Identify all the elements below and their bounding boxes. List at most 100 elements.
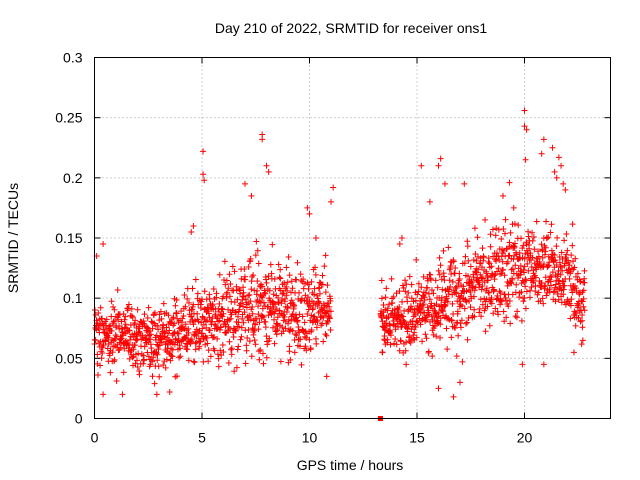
data-point xyxy=(277,275,284,282)
data-point xyxy=(435,267,442,274)
data-point xyxy=(274,314,281,321)
data-point xyxy=(129,354,136,361)
data-point xyxy=(518,235,525,242)
data-point xyxy=(308,278,315,285)
data-point xyxy=(436,271,443,278)
data-point xyxy=(305,281,312,288)
data-point xyxy=(255,303,262,310)
data-point xyxy=(163,356,170,363)
data-point xyxy=(234,346,241,353)
data-point xyxy=(435,309,442,316)
data-point xyxy=(284,287,291,294)
data-point xyxy=(479,301,486,308)
data-point xyxy=(254,287,261,294)
data-point xyxy=(464,243,471,250)
data-point xyxy=(488,263,495,270)
data-point xyxy=(529,254,536,261)
data-point xyxy=(479,275,486,282)
data-point xyxy=(165,330,172,337)
data-point xyxy=(581,267,588,274)
data-point xyxy=(418,284,425,291)
data-point xyxy=(555,296,562,303)
data-point xyxy=(141,311,148,318)
data-point xyxy=(420,301,427,308)
data-point xyxy=(309,306,316,313)
data-point xyxy=(153,391,160,398)
x-tick-label: 5 xyxy=(198,430,206,446)
y-tick-label: 0 xyxy=(75,411,83,427)
data-point xyxy=(267,261,274,268)
data-point xyxy=(174,330,181,337)
data-point xyxy=(480,254,487,261)
data-point xyxy=(471,313,478,320)
data-point xyxy=(205,347,212,354)
data-point xyxy=(111,306,118,313)
data-point xyxy=(392,335,399,342)
data-point xyxy=(389,299,396,306)
data-point xyxy=(449,278,456,285)
data-point xyxy=(226,338,233,345)
data-point xyxy=(486,289,493,296)
data-point xyxy=(383,285,390,292)
data-point xyxy=(422,331,429,338)
data-point xyxy=(514,308,521,315)
data-point xyxy=(554,234,561,241)
data-point xyxy=(434,284,441,291)
data-point xyxy=(281,280,288,287)
data-point xyxy=(470,274,477,281)
data-point xyxy=(103,316,110,323)
data-point xyxy=(388,275,395,282)
data-point xyxy=(433,314,440,321)
data-point xyxy=(171,329,178,336)
data-point xyxy=(231,368,238,375)
data-point xyxy=(246,291,253,298)
data-point xyxy=(471,287,478,294)
data-point xyxy=(115,316,122,323)
data-point xyxy=(463,298,470,305)
data-point xyxy=(450,258,457,265)
data-point xyxy=(454,319,461,326)
data-point xyxy=(265,168,272,175)
data-point xyxy=(320,314,327,321)
data-point xyxy=(211,347,218,354)
data-point xyxy=(266,335,273,342)
data-point xyxy=(302,343,309,350)
data-point xyxy=(526,245,533,252)
data-point xyxy=(261,289,268,296)
data-point xyxy=(528,283,535,290)
data-point xyxy=(419,338,426,345)
data-point xyxy=(562,186,569,193)
data-point xyxy=(403,281,410,288)
data-point xyxy=(120,369,127,376)
data-point xyxy=(327,308,334,315)
data-point xyxy=(527,287,534,294)
data-point xyxy=(114,286,121,293)
data-point xyxy=(221,258,228,265)
data-point xyxy=(144,329,151,336)
data-point xyxy=(180,312,187,319)
data-point xyxy=(457,320,464,327)
data-point xyxy=(532,282,539,289)
data-point xyxy=(214,335,221,342)
data-point xyxy=(230,287,237,294)
data-point xyxy=(513,281,520,288)
data-point xyxy=(246,258,253,265)
data-point xyxy=(118,335,125,342)
data-point xyxy=(263,279,270,286)
data-point xyxy=(457,301,464,308)
data-point xyxy=(244,334,251,341)
data-point xyxy=(498,236,505,243)
data-point xyxy=(287,356,294,363)
data-point xyxy=(572,255,579,262)
data-point xyxy=(513,251,520,258)
data-point xyxy=(220,310,227,317)
data-point xyxy=(132,360,139,367)
data-point xyxy=(506,298,513,305)
data-point xyxy=(206,327,213,334)
data-point xyxy=(553,286,560,293)
data-point xyxy=(291,337,298,344)
data-point xyxy=(512,289,519,296)
data-point xyxy=(128,312,135,319)
data-point xyxy=(263,162,270,169)
data-point xyxy=(257,346,264,353)
